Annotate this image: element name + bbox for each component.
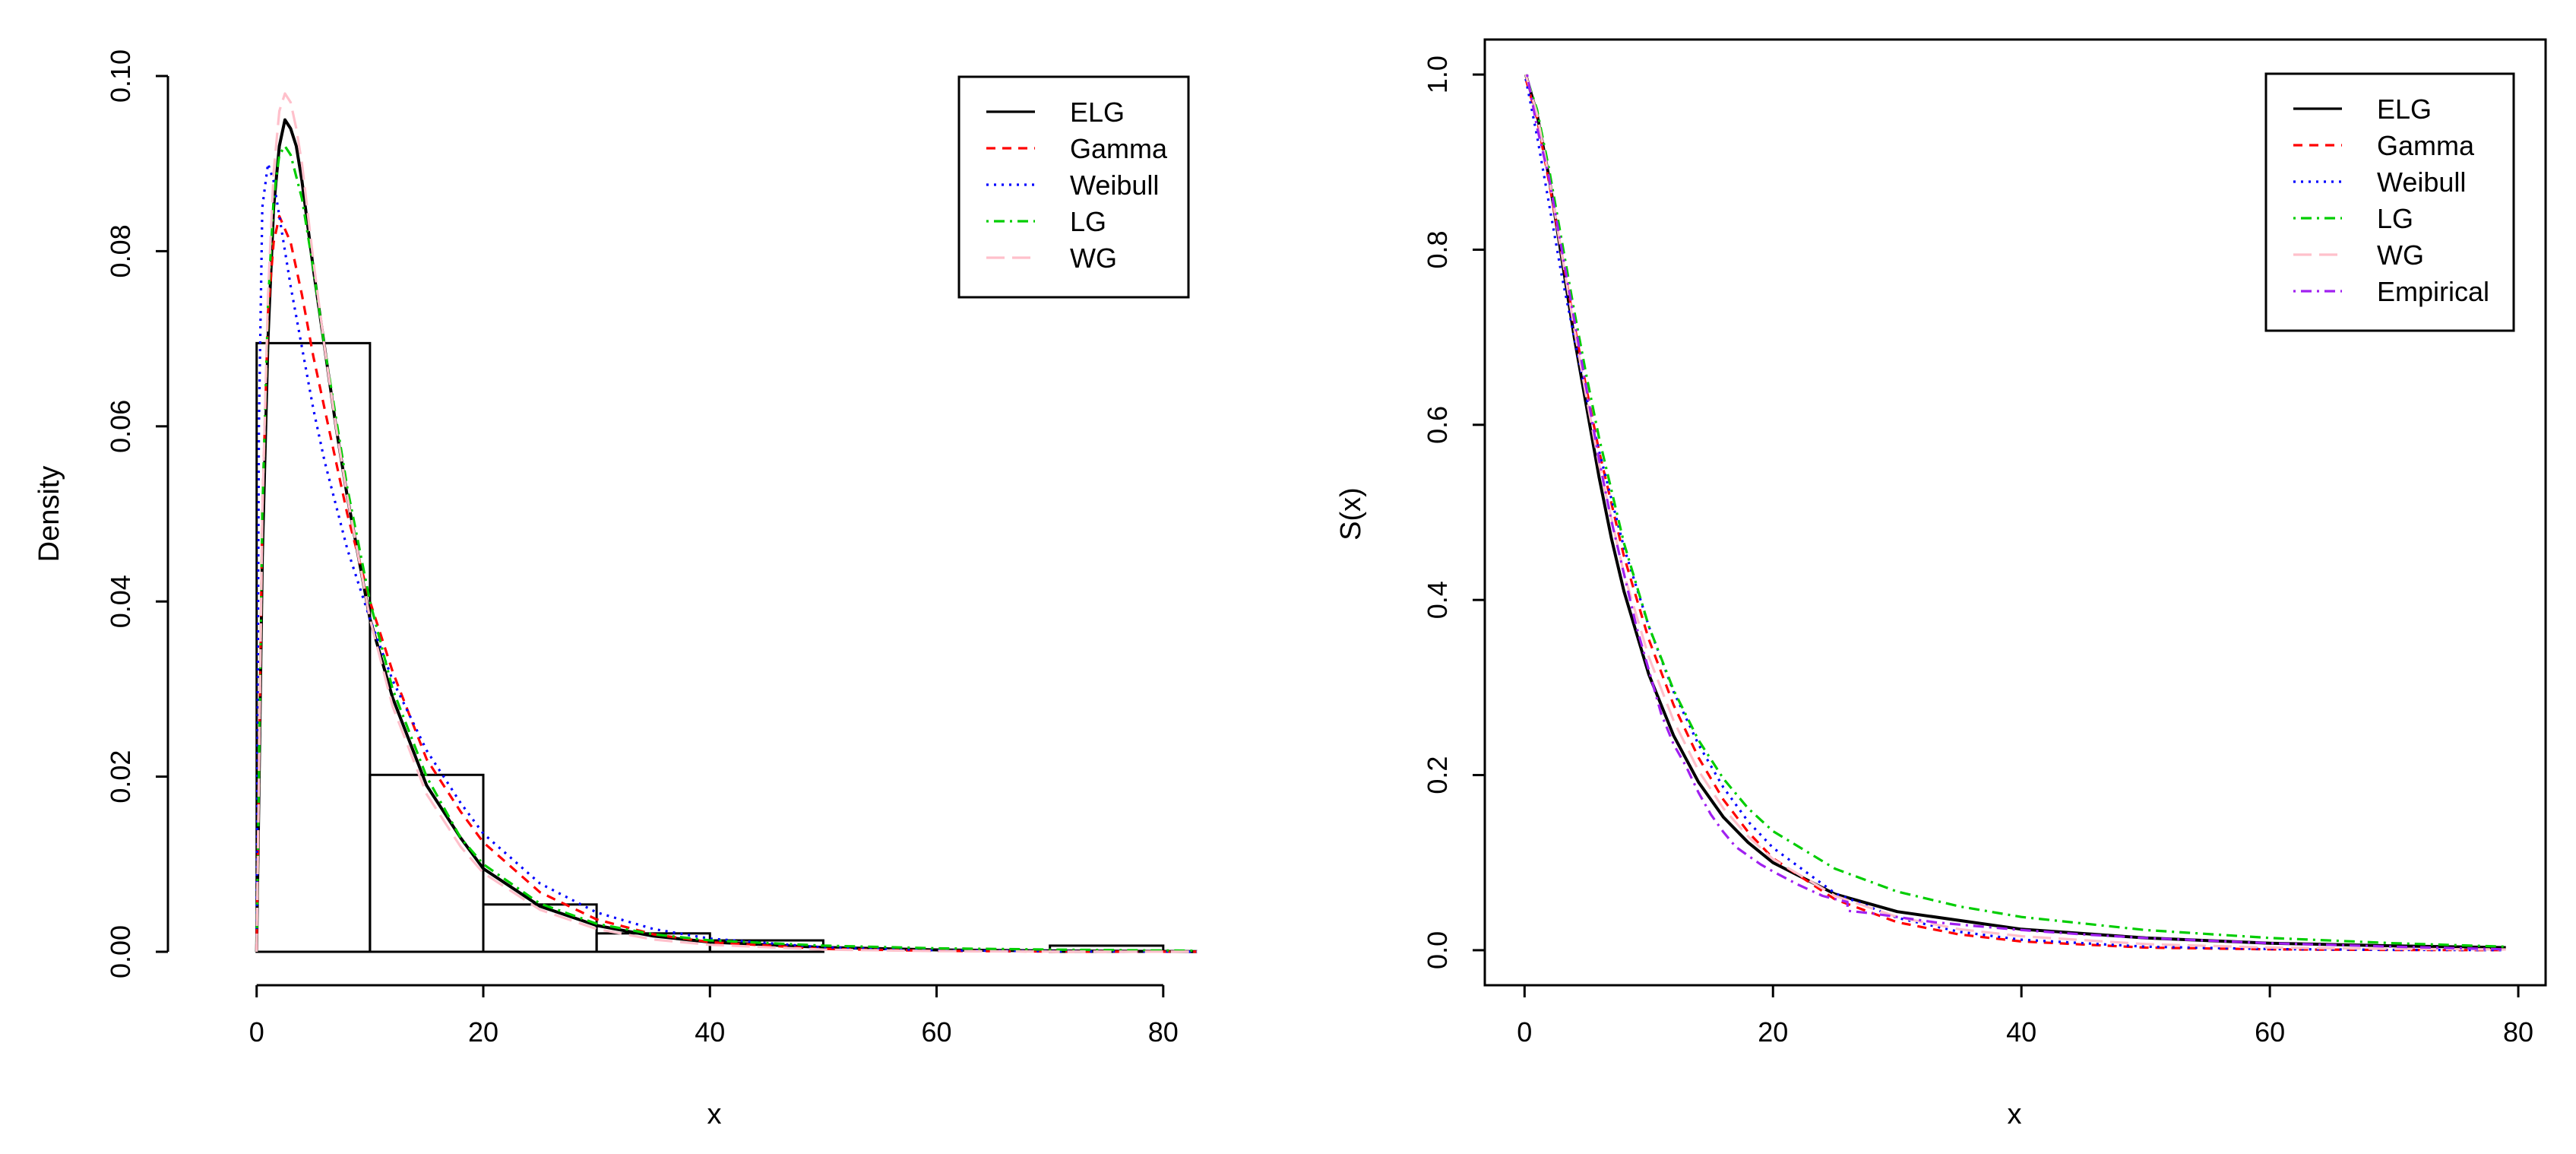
series-line-empirical xyxy=(1526,74,2506,951)
x-tick-label: 20 xyxy=(1758,1016,1788,1048)
x-tick-label: 0 xyxy=(249,1016,264,1048)
legend: ELG Gamma Weibull LG WG xyxy=(957,75,1190,299)
legend-label: LG xyxy=(2377,203,2413,234)
legend-label: Gamma xyxy=(1070,133,1168,164)
y-tick-label: 0.10 xyxy=(105,49,136,103)
y-tick-label: 0.0 xyxy=(1422,931,1453,969)
legend-label: WG xyxy=(2377,239,2424,271)
legend-label: ELG xyxy=(1070,97,1125,128)
curves xyxy=(1524,74,2506,952)
legend-box xyxy=(2264,72,2515,332)
x-axis-title: x xyxy=(2008,1099,2022,1130)
y-tick-label: 1.0 xyxy=(1422,55,1453,94)
histogram-bar xyxy=(255,341,372,953)
histogram xyxy=(255,341,1165,953)
legend: ELG Gamma Weibull LG WG Empirical xyxy=(2264,72,2515,332)
y-tick-label: 0.6 xyxy=(1422,406,1453,444)
y-tick-label: 0.2 xyxy=(1422,756,1453,794)
y-axis-title: Density xyxy=(33,466,65,563)
left-panel: 0 20 40 60 80 0.00 0.02 0.04 0.06 0.08 0.10 x Densit… xyxy=(33,49,1198,1130)
y-tick-label: 0.06 xyxy=(105,400,136,453)
legend-label: Weibull xyxy=(2377,166,2466,198)
series-line-weibull xyxy=(1524,78,2506,952)
series-line-weibull xyxy=(255,162,1198,953)
series-line-lg xyxy=(255,144,1198,953)
x-tick-label: 80 xyxy=(1148,1016,1179,1048)
y-axis-title: S(x) xyxy=(1335,487,1367,541)
legend-label: Weibull xyxy=(1070,170,1159,201)
legend-label: ELG xyxy=(2377,94,2432,125)
x-tick-label: 0 xyxy=(1517,1016,1532,1048)
legend-label: Empirical xyxy=(2377,276,2489,307)
right-panel: 0 20 40 60 80 0.0 0.2 0.4 0.6 0.8 1.0 x S(x) ELG Gamma… xyxy=(1335,38,2547,1130)
series-line-lg xyxy=(1524,74,2506,948)
y-tick-label: 0.02 xyxy=(105,750,136,804)
curves xyxy=(255,92,1198,953)
legend-label: WG xyxy=(1070,243,1117,274)
series-line-wg xyxy=(255,92,1198,953)
y-tick-label: 0.00 xyxy=(105,925,136,978)
x-tick-label: 40 xyxy=(695,1016,725,1048)
x-tick-label: 60 xyxy=(2255,1016,2285,1048)
y-tick-label: 0.08 xyxy=(105,224,136,277)
y-tick-label: 0.8 xyxy=(1422,230,1453,268)
x-tick-label: 80 xyxy=(2503,1016,2533,1048)
histogram-bar xyxy=(369,773,485,953)
y-tick-label: 0.4 xyxy=(1422,581,1453,619)
x-tick-label: 40 xyxy=(2006,1016,2036,1048)
legend-label: Gamma xyxy=(2377,130,2475,161)
legend-box xyxy=(957,75,1190,299)
legend-label: LG xyxy=(1070,206,1106,237)
x-axis-title: x xyxy=(707,1099,722,1130)
x-tick-label: 60 xyxy=(922,1016,952,1048)
x-tick-label: 20 xyxy=(468,1016,498,1048)
y-tick-label: 0.04 xyxy=(105,575,136,628)
series-line-gamma xyxy=(255,214,1198,953)
